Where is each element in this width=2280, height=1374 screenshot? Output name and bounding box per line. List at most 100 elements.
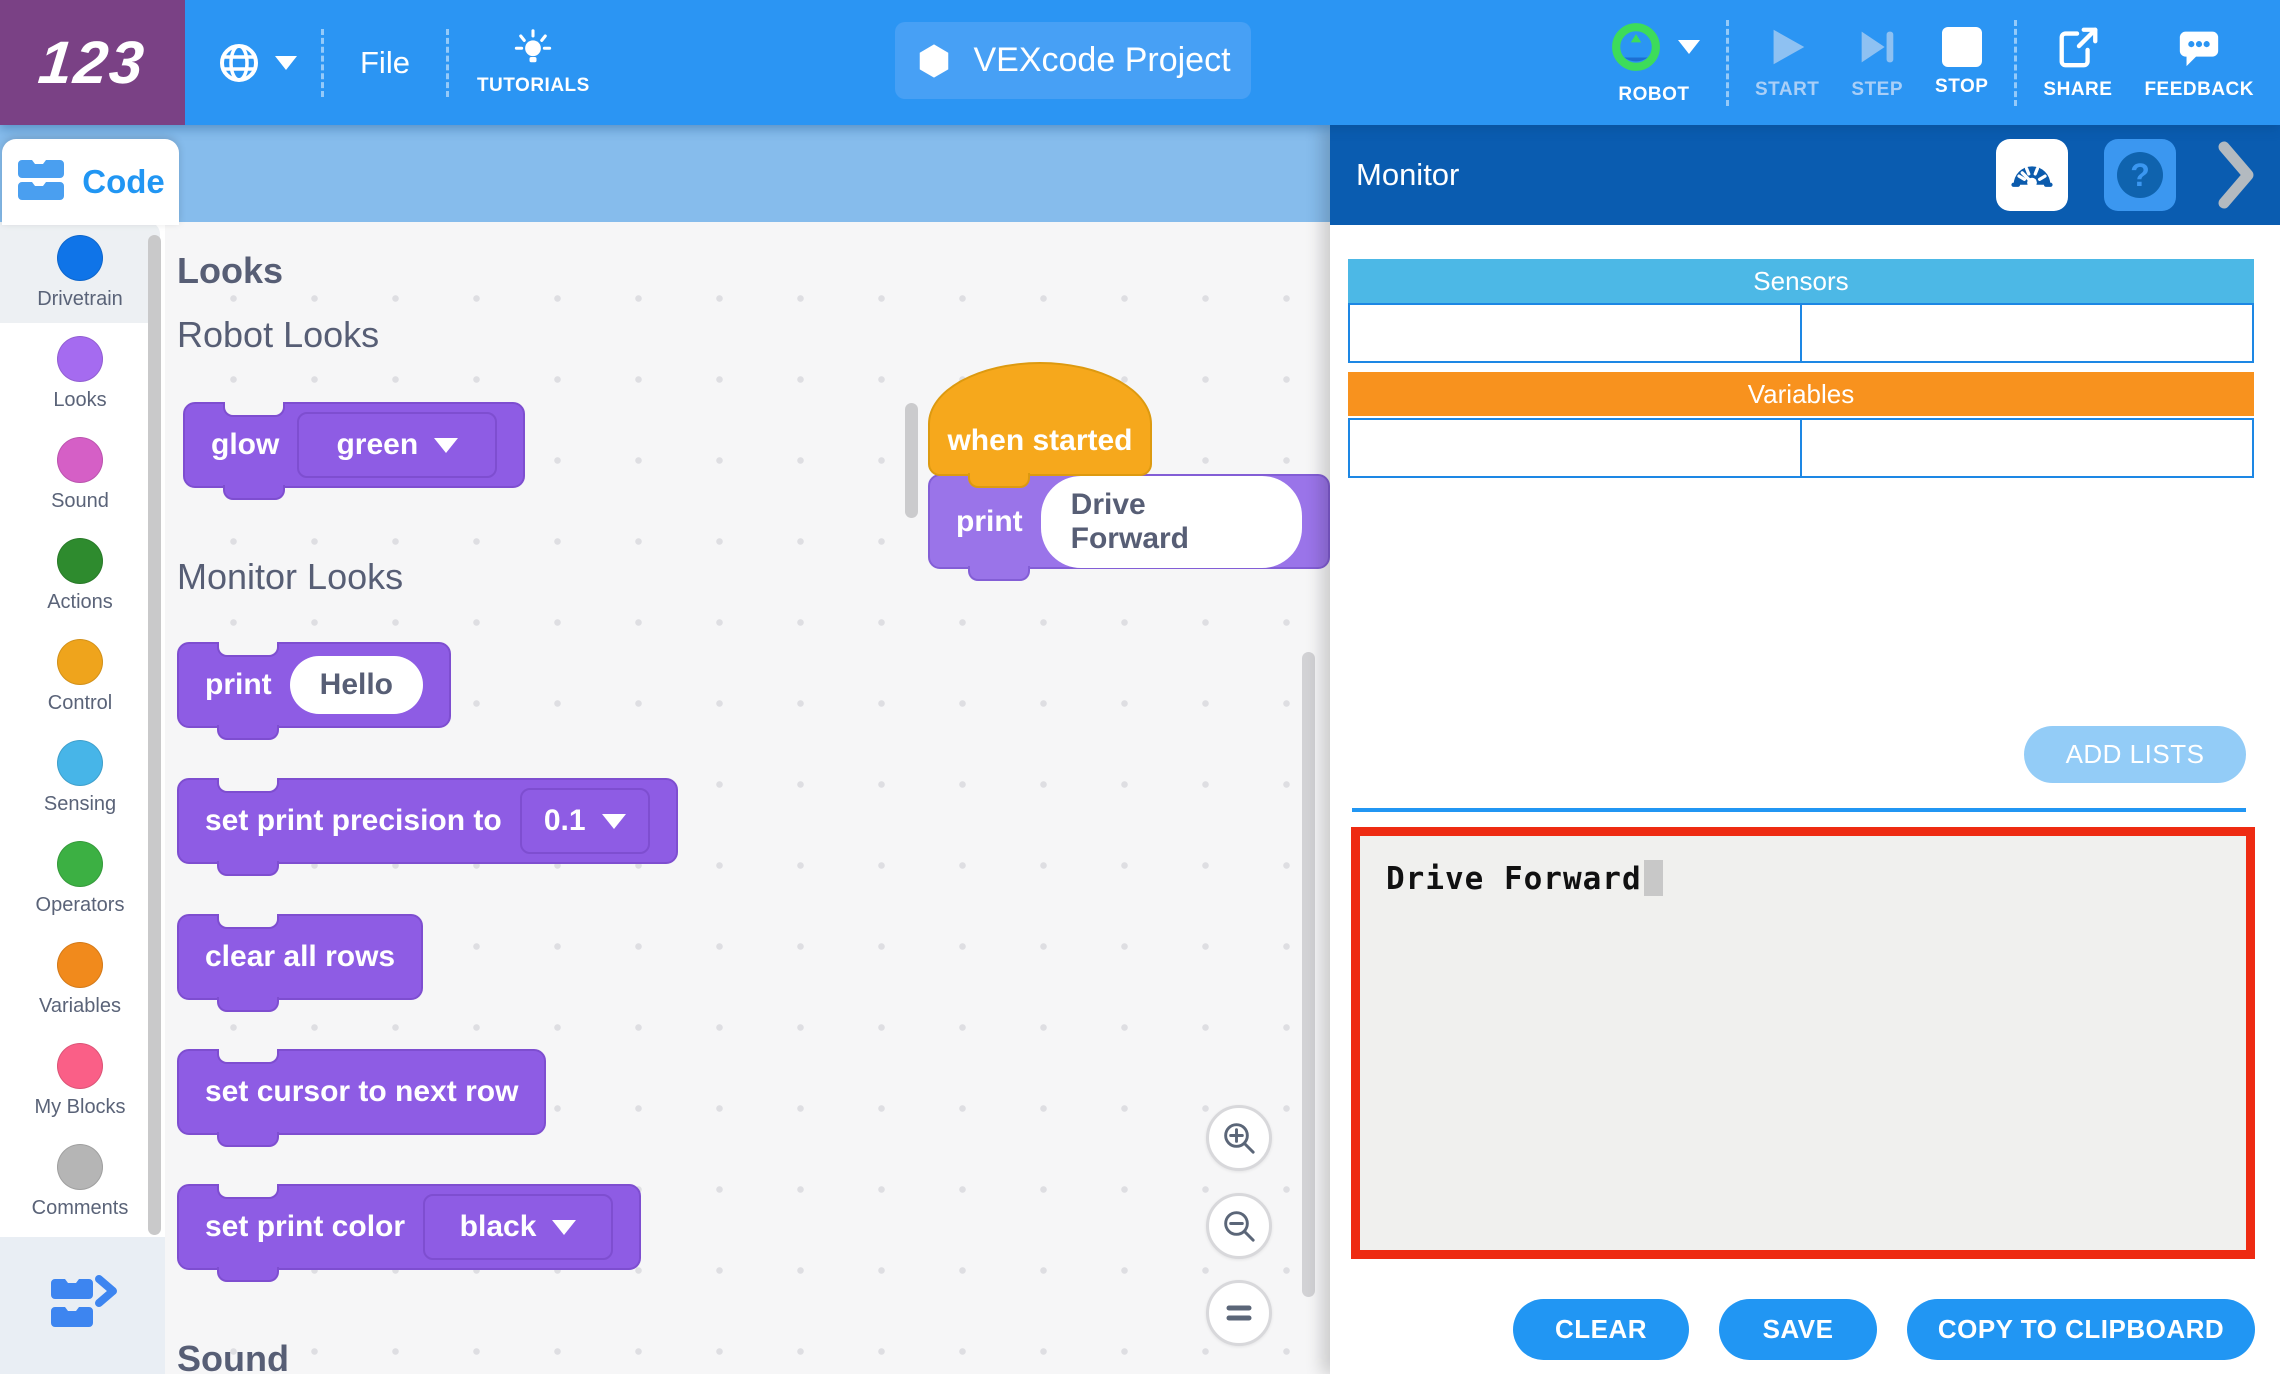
- step-icon: [1861, 31, 1894, 63]
- block-set-print-color[interactable]: set print color black: [177, 1184, 642, 1282]
- block-when-started[interactable]: when started: [928, 362, 1152, 488]
- variables-cell: [1348, 418, 1802, 478]
- zoom-out-button[interactable]: [1206, 1193, 1272, 1259]
- sensors-table-row: [1348, 303, 2254, 363]
- block-print[interactable]: print Hello: [177, 642, 452, 740]
- palette-group-heading: Monitor Looks: [177, 556, 404, 597]
- print-text-input[interactable]: Hello: [289, 656, 424, 714]
- share-label: SHARE: [2043, 79, 2113, 100]
- sidebar-item-my-blocks[interactable]: My Blocks: [0, 1030, 160, 1131]
- variables-cell: [1802, 418, 2254, 478]
- chevron-down-icon: [434, 437, 459, 453]
- category-list: Drivetrain Looks Sound Actions Control Sensin…: [0, 222, 165, 1232]
- block-set-cursor-next-row[interactable]: set cursor to next row: [177, 1049, 547, 1147]
- tab-code[interactable]: Code: [2, 139, 179, 225]
- help-button[interactable]: ?: [2104, 139, 2176, 211]
- glow-color-dropdown[interactable]: green: [297, 412, 498, 478]
- zoom-reset-button[interactable]: [1206, 1280, 1272, 1346]
- category-color-dot: [57, 436, 103, 483]
- precision-dropdown[interactable]: 0.1: [519, 788, 650, 854]
- save-button[interactable]: SAVE: [1719, 1299, 1877, 1360]
- divider: [1352, 808, 2246, 812]
- category-color-dot: [57, 638, 103, 685]
- block-glow[interactable]: glow green: [183, 402, 526, 500]
- gauge-icon: [2011, 166, 2053, 188]
- block-canvas[interactable]: Looks Robot Looks glow green Monitor Loo…: [165, 222, 1330, 1374]
- sidebar-item-operators[interactable]: Operators: [0, 828, 160, 929]
- sidebar-scrollbar[interactable]: [148, 235, 161, 1235]
- stop-label: STOP: [1935, 76, 1989, 97]
- block-label: clear all rows: [205, 940, 396, 973]
- block-label: glow: [211, 428, 280, 461]
- sidebar-item-variables[interactable]: Variables: [0, 929, 160, 1030]
- variables-table-row: [1348, 418, 2254, 478]
- divider: [2014, 19, 2018, 106]
- block-label: print: [205, 668, 272, 701]
- chevron-down-icon: [601, 813, 626, 829]
- block-print-drive-forward[interactable]: print Drive Forward: [928, 474, 1330, 581]
- project-title-button[interactable]: VEXcode Project: [895, 22, 1251, 99]
- palette-toggle-icon: [50, 1274, 117, 1327]
- sensors-table-header: Sensors: [1348, 259, 2254, 303]
- hexagon-icon: [920, 43, 949, 78]
- category-label: Control: [47, 691, 113, 714]
- clear-button[interactable]: CLEAR: [1513, 1299, 1689, 1360]
- sidebar-item-sound[interactable]: Sound: [0, 424, 160, 525]
- workspace-scrollbar[interactable]: [1302, 652, 1315, 1297]
- top-bar: 123 File: [0, 0, 2280, 125]
- copy-to-clipboard-button[interactable]: COPY TO CLIPBOARD: [1907, 1299, 2255, 1360]
- stop-button[interactable]: STOP: [1919, 0, 2004, 125]
- print-console[interactable]: Drive Forward: [1351, 827, 2255, 1259]
- start-button[interactable]: START: [1739, 0, 1835, 125]
- start-label: START: [1754, 79, 1820, 100]
- monitor-panel: Monitor ?: [1330, 125, 2280, 1374]
- print-text-input[interactable]: Drive Forward: [1040, 475, 1302, 568]
- category-color-dot: [57, 234, 103, 281]
- category-label: Sensing: [43, 792, 117, 815]
- tutorials-button[interactable]: TUTORIALS: [459, 28, 608, 97]
- zoom-in-button[interactable]: [1206, 1105, 1272, 1171]
- divider: [1725, 19, 1729, 106]
- category-color-dot: [57, 739, 103, 786]
- robot-button[interactable]: ROBOT: [1592, 0, 1716, 125]
- category-label: Variables: [39, 994, 121, 1017]
- block-label: set print color: [205, 1210, 406, 1243]
- share-button[interactable]: SHARE: [2027, 0, 2128, 125]
- feedback-button[interactable]: FEEDBACK: [2128, 0, 2270, 125]
- sidebar-item-actions[interactable]: Actions: [0, 525, 160, 626]
- sidebar-item-sensing[interactable]: Sensing: [0, 727, 160, 828]
- category-label: Looks: [53, 388, 107, 411]
- dashboard-button[interactable]: [1996, 139, 2068, 211]
- help-icon: ?: [2117, 152, 2163, 198]
- app-logo: 123: [0, 0, 185, 125]
- sidebar-item-control[interactable]: Control: [0, 626, 160, 727]
- step-button[interactable]: STEP: [1835, 0, 1919, 125]
- category-sidebar: Drivetrain Looks Sound Actions Control Sensin…: [0, 222, 165, 1374]
- language-menu[interactable]: [201, 39, 311, 87]
- category-label: Actions: [47, 590, 113, 613]
- file-menu[interactable]: File: [360, 44, 410, 80]
- category-color-dot: [57, 941, 103, 988]
- sidebar-item-comments[interactable]: Comments: [0, 1131, 160, 1232]
- block-label: when started: [947, 424, 1133, 457]
- toolbox-collapse-button[interactable]: [0, 1237, 165, 1374]
- logo-text: 123: [35, 29, 150, 96]
- sidebar-item-drivetrain[interactable]: Drivetrain: [0, 222, 160, 323]
- category-label: Drivetrain: [37, 287, 123, 310]
- add-lists-button[interactable]: ADD LISTS: [2024, 726, 2246, 783]
- block-set-print-precision[interactable]: set print precision to 0.1: [177, 778, 678, 876]
- sidebar-item-looks[interactable]: Looks: [0, 323, 160, 424]
- dropdown-value: black: [459, 1210, 537, 1243]
- print-color-dropdown[interactable]: black: [423, 1194, 614, 1260]
- chevron-down-icon: [552, 1219, 577, 1235]
- category-label: Operators: [35, 893, 125, 916]
- collapse-panel-button[interactable]: [2216, 141, 2256, 214]
- block-label: print: [956, 504, 1023, 538]
- block-clear-all-rows[interactable]: clear all rows: [177, 914, 424, 1012]
- palette-group-heading: Robot Looks: [177, 314, 380, 355]
- palette-scrollbar[interactable]: [905, 403, 918, 518]
- variables-table-header: Variables: [1348, 372, 2254, 416]
- dropdown-value: green: [336, 428, 419, 461]
- code-blocks-icon: [18, 160, 65, 200]
- category-color-dot: [57, 537, 103, 584]
